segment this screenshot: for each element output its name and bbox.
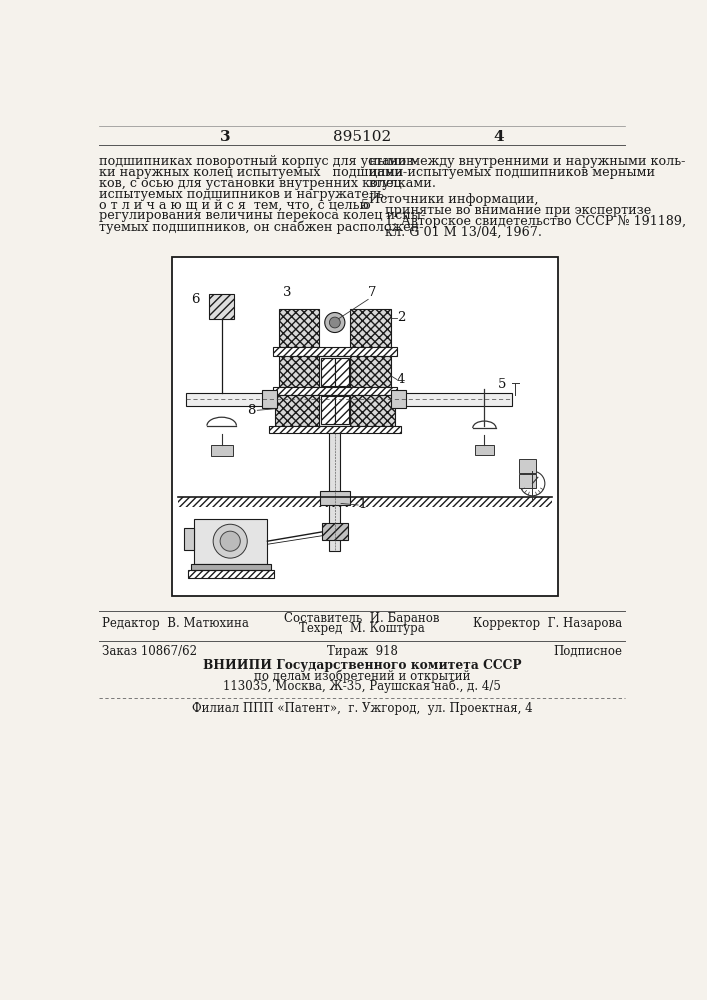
Text: 113035, Москва, Ж-35, Раушская наб., д. 4/5: 113035, Москва, Ж-35, Раушская наб., д. … <box>223 680 501 693</box>
Bar <box>320 356 351 387</box>
Bar <box>211 445 233 456</box>
Bar <box>391 389 406 408</box>
Text: 1. Авторское свидетельство СССР № 191189,: 1. Авторское свидетельство СССР № 191189… <box>369 215 686 228</box>
Text: 2: 2 <box>397 311 405 324</box>
Bar <box>321 358 335 386</box>
Text: ки наружных колец испытуемых   подшипни-: ки наружных колец испытуемых подшипни- <box>99 166 407 179</box>
Circle shape <box>329 317 340 328</box>
Text: 1: 1 <box>358 498 366 512</box>
Bar <box>518 459 535 473</box>
Text: цами испытуемых подшипников мерными: цами испытуемых подшипников мерными <box>369 166 655 179</box>
Bar <box>178 497 552 507</box>
Text: Корректор  Г. Назарова: Корректор Г. Назарова <box>473 617 622 630</box>
Text: туемых подшипников, он снабжен расположен-: туемых подшипников, он снабжен расположе… <box>99 220 423 234</box>
Bar <box>518 474 535 488</box>
Text: ными между внутренними и наружными коль-: ными между внутренними и наружными коль- <box>369 155 685 168</box>
Bar <box>194 519 267 564</box>
Bar <box>273 347 397 356</box>
Bar <box>279 356 320 387</box>
Text: 5: 5 <box>361 199 368 212</box>
Text: 7: 7 <box>368 286 376 299</box>
Bar <box>351 356 391 387</box>
Bar <box>187 570 274 578</box>
Text: втулками.: втулками. <box>369 177 437 190</box>
Bar <box>275 395 320 426</box>
Bar <box>351 309 391 347</box>
Bar <box>273 387 397 395</box>
Bar <box>269 426 401 433</box>
Circle shape <box>220 531 240 551</box>
Text: о т л и ч а ю щ и й с я  тем, что, с целью: о т л и ч а ю щ и й с я тем, что, с цель… <box>99 199 371 212</box>
Text: принятые во внимание при экспертизе: принятые во внимание при экспертизе <box>369 204 651 217</box>
Circle shape <box>325 312 345 333</box>
Text: кл. G 01 M 13/04, 1967.: кл. G 01 M 13/04, 1967. <box>369 225 542 238</box>
Bar <box>191 564 271 570</box>
Text: 6: 6 <box>192 293 200 306</box>
Text: испытуемых подшипников и нагружатель,: испытуемых подшипников и нагружатель, <box>99 188 388 201</box>
Text: регулирования величины перекоса колец испы-: регулирования величины перекоса колец ис… <box>99 209 426 222</box>
Text: по делам изобретений и открытий: по делам изобретений и открытий <box>254 669 470 683</box>
Text: Редактор  В. Матюхина: Редактор В. Матюхина <box>103 617 249 630</box>
Bar <box>335 358 349 386</box>
Text: Источники информации,: Источники информации, <box>369 193 539 206</box>
Text: Техред  М. Коштура: Техред М. Коштура <box>299 622 425 635</box>
Bar <box>209 294 234 319</box>
Bar <box>172 257 558 596</box>
Text: 3: 3 <box>219 130 230 144</box>
Bar <box>322 523 348 540</box>
Text: Филиал ППП «Патент»,  г. Ужгород,  ул. Проектная, 4: Филиал ППП «Патент», г. Ужгород, ул. Про… <box>192 702 532 715</box>
Circle shape <box>520 471 545 496</box>
Bar <box>279 309 320 347</box>
Text: 3: 3 <box>283 286 291 299</box>
Text: ков, с осью для установки внутренних колец: ков, с осью для установки внутренних кол… <box>99 177 402 190</box>
Text: ВНИИПИ Государственного комитета СССР: ВНИИПИ Государственного комитета СССР <box>203 659 521 672</box>
Bar <box>322 523 348 540</box>
Text: 4: 4 <box>397 373 405 386</box>
Text: 8: 8 <box>247 404 256 417</box>
Bar <box>329 433 340 551</box>
Bar <box>185 528 194 550</box>
Bar <box>475 445 493 455</box>
Text: 895102: 895102 <box>333 130 391 144</box>
Text: подшипниках поворотный корпус для установ-: подшипниках поворотный корпус для устано… <box>99 155 418 168</box>
Bar <box>351 395 395 426</box>
Bar <box>262 389 277 408</box>
Text: 5: 5 <box>498 378 507 391</box>
Bar <box>321 396 335 424</box>
Text: 4: 4 <box>493 130 504 144</box>
Text: Подписное: Подписное <box>554 645 622 658</box>
Circle shape <box>213 524 247 558</box>
Text: Тираж  918: Тираж 918 <box>327 645 397 658</box>
Bar <box>335 396 349 424</box>
Bar <box>186 393 512 406</box>
Bar <box>320 491 349 505</box>
Bar <box>320 395 351 426</box>
Text: Заказ 10867/62: Заказ 10867/62 <box>103 645 197 658</box>
Text: Составитель  И. Баранов: Составитель И. Баранов <box>284 612 440 625</box>
